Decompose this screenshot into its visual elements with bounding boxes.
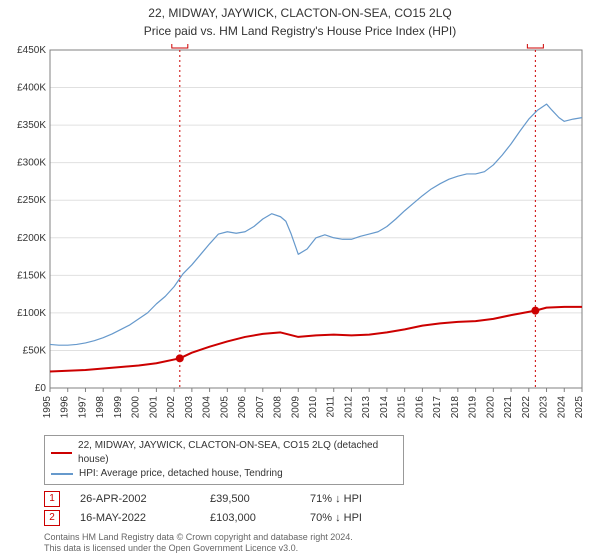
- x-tick-label: 2015: [397, 395, 408, 418]
- x-tick-label: 2025: [574, 395, 585, 418]
- x-tick-label: 2007: [255, 395, 266, 418]
- annotation-row: 1 26-APR-2002£39,50071% ↓ HPI: [44, 491, 590, 507]
- x-tick-label: 2019: [468, 395, 479, 418]
- y-tick-label: £250K: [17, 195, 46, 206]
- annotation-marker: 1: [44, 491, 60, 507]
- chart-title: 22, MIDWAY, JAYWICK, CLACTON-ON-SEA, CO1…: [10, 6, 590, 22]
- y-tick-label: £400K: [17, 82, 46, 93]
- chart-marker-number: 2: [533, 44, 539, 47]
- x-tick-label: 2003: [184, 395, 195, 418]
- annotation-date: 16-MAY-2022: [80, 512, 210, 524]
- legend-label: HPI: Average price, detached house, Tend…: [79, 467, 283, 481]
- x-tick-label: 1997: [77, 395, 88, 418]
- annotation-row: 2 16-MAY-2022£103,00070% ↓ HPI: [44, 510, 590, 526]
- x-tick-label: 2001: [148, 395, 159, 418]
- x-tick-label: 2012: [343, 395, 354, 418]
- chart-svg: £0 £50K £100K £150K £200K £250K £300K £350K £400…: [10, 44, 590, 429]
- x-tick-label: 2011: [326, 395, 337, 417]
- x-tick-label: 2022: [521, 395, 532, 418]
- y-tick-label: £350K: [17, 120, 46, 131]
- annotation-price: £39,500: [210, 493, 310, 505]
- annotation-price: £103,000: [210, 512, 310, 524]
- x-tick-label: 2004: [202, 395, 213, 418]
- legend-swatch: [51, 452, 72, 454]
- marker-annotation-table: 1 26-APR-2002£39,50071% ↓ HPI 2 16-MAY-2022…: [44, 491, 590, 526]
- x-tick-label: 2021: [503, 395, 514, 418]
- annotation-marker: 2: [44, 510, 60, 526]
- x-tick-label: 2014: [379, 395, 390, 418]
- x-tick-label: 2008: [273, 395, 284, 418]
- x-tick-label: 2006: [237, 395, 248, 418]
- x-tick-label: 2005: [219, 395, 230, 418]
- y-tick-label: £150K: [17, 270, 46, 281]
- annotation-date: 26-APR-2002: [80, 493, 210, 505]
- y-tick-label: £50K: [23, 345, 47, 356]
- footer-line-1: Contains HM Land Registry data © Crown c…: [44, 532, 590, 544]
- y-tick-label: £0: [35, 383, 47, 394]
- annotation-hpi: 71% ↓ HPI: [310, 493, 430, 505]
- legend-row: HPI: Average price, detached house, Tend…: [51, 467, 397, 481]
- y-tick-label: £100K: [17, 307, 46, 318]
- x-tick-label: 1995: [42, 395, 53, 418]
- legend-box: 22, MIDWAY, JAYWICK, CLACTON-ON-SEA, CO1…: [44, 435, 404, 485]
- chart-marker-number: 1: [177, 44, 183, 47]
- x-tick-label: 2018: [450, 395, 461, 418]
- legend-row: 22, MIDWAY, JAYWICK, CLACTON-ON-SEA, CO1…: [51, 439, 397, 467]
- x-tick-label: 1999: [113, 395, 124, 418]
- annotation-hpi: 70% ↓ HPI: [310, 512, 430, 524]
- marker-point: [176, 354, 184, 362]
- y-tick-label: £450K: [17, 45, 46, 56]
- x-tick-label: 2023: [539, 395, 550, 418]
- chart-area: £0 £50K £100K £150K £200K £250K £300K £350K £400…: [10, 44, 590, 429]
- x-tick-label: 2000: [131, 395, 142, 418]
- footer-attribution: Contains HM Land Registry data © Crown c…: [44, 532, 590, 555]
- x-tick-label: 2002: [166, 395, 177, 418]
- x-tick-label: 1996: [60, 395, 71, 418]
- x-tick-label: 2024: [556, 395, 567, 418]
- x-tick-label: 2009: [290, 395, 301, 418]
- x-tick-label: 2013: [361, 395, 372, 418]
- y-tick-label: £200K: [17, 232, 46, 243]
- x-tick-label: 2016: [414, 395, 425, 418]
- x-tick-label: 2020: [485, 395, 496, 418]
- y-tick-label: £300K: [17, 157, 46, 168]
- x-tick-label: 1998: [95, 395, 106, 418]
- footer-line-2: This data is licensed under the Open Gov…: [44, 543, 590, 555]
- chart-subtitle: Price paid vs. HM Land Registry's House …: [10, 24, 590, 38]
- marker-point: [531, 306, 539, 314]
- x-tick-label: 2017: [432, 395, 443, 418]
- x-tick-label: 2010: [308, 395, 319, 418]
- legend-swatch: [51, 473, 73, 475]
- legend-label: 22, MIDWAY, JAYWICK, CLACTON-ON-SEA, CO1…: [78, 439, 397, 467]
